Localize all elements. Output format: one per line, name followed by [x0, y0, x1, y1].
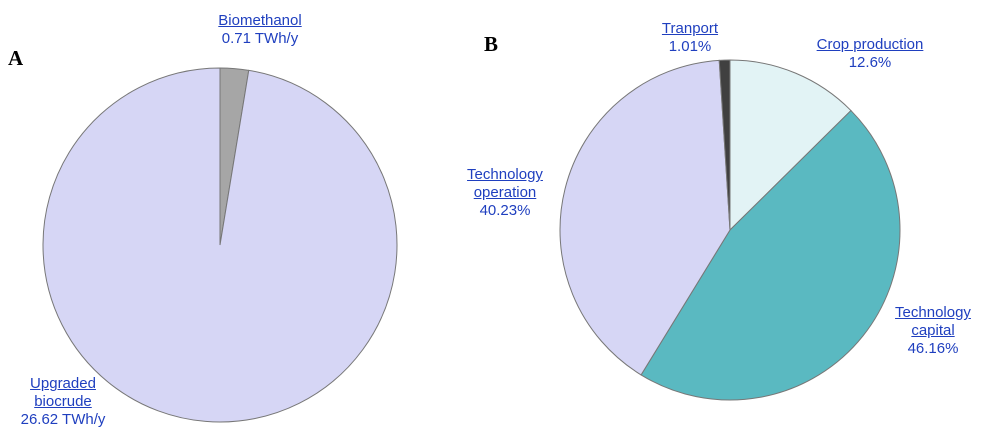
category-name: Crop production	[816, 36, 924, 53]
category-name: Technology operation	[467, 166, 543, 201]
slice-label: Technology operation 40.23%	[440, 166, 570, 220]
pie-slice	[640, 109, 901, 401]
category-name: Biomethanol	[218, 12, 302, 29]
panel-label: B	[484, 32, 499, 56]
pie-slice	[729, 59, 852, 232]
slice-label: Tranport 1.01%	[640, 20, 740, 56]
value-label: 1.01%	[668, 38, 712, 55]
slice-label: Biomethanol 0.71 TWh/y	[200, 12, 320, 48]
slice-label: Technology capital 46.16%	[878, 304, 988, 358]
value-label: 26.62 TWh/y	[20, 411, 106, 428]
slice-label: Upgraded biocrude 26.62 TWh/y	[8, 375, 118, 429]
value-label: 46.16%	[907, 340, 959, 357]
value-label: 12.6%	[848, 54, 892, 71]
pie-slice	[42, 67, 398, 423]
category-name: Technology capital	[895, 304, 971, 339]
category-name: Upgraded biocrude	[30, 375, 96, 410]
value-label: 0.71 TWh/y	[221, 30, 299, 47]
value-label: 40.23%	[479, 202, 531, 219]
panel-label: A	[8, 46, 24, 70]
category-name: Tranport	[661, 20, 719, 37]
pie-slice	[718, 59, 731, 231]
slice-label: Crop production 12.6%	[800, 36, 940, 72]
pie-slice	[559, 59, 731, 376]
